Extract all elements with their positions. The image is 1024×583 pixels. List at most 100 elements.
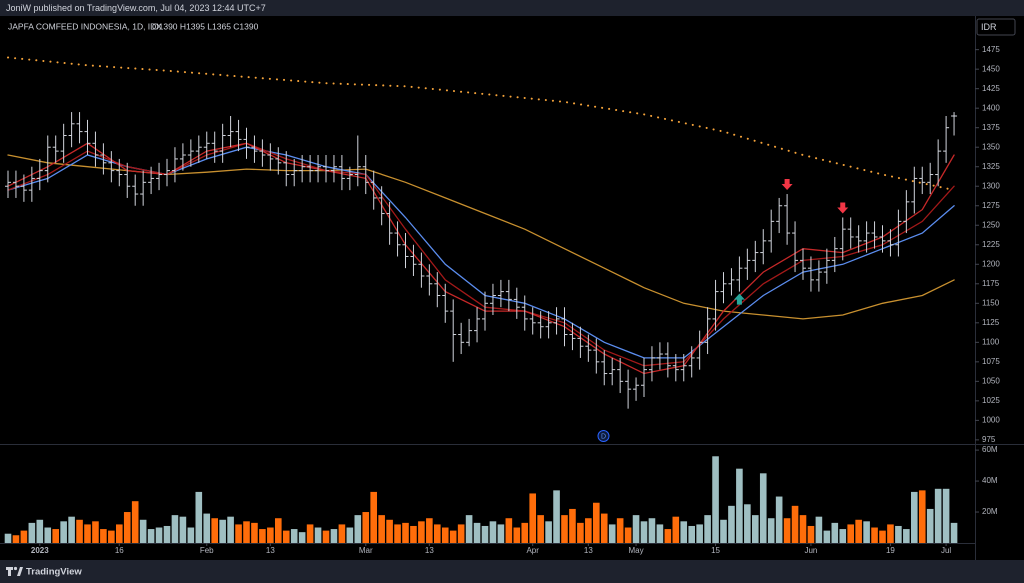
volume-bar (911, 491, 918, 543)
volume-bar (926, 508, 934, 543)
currency-label: IDR (981, 22, 997, 32)
y-tick-label: 1100 (982, 337, 1000, 346)
ohlc-bar (704, 307, 711, 355)
ohlc-bar (951, 112, 958, 136)
ohlc-bar (386, 201, 393, 245)
ohlc-bar (847, 217, 854, 249)
x-tick-label: 13 (425, 546, 434, 555)
ohlc-bar (402, 233, 409, 269)
x-tick-label: 2023 (31, 546, 49, 555)
volume-bar (879, 530, 886, 543)
volume-bar (354, 515, 362, 543)
y-tick-label: 1450 (982, 64, 1000, 73)
volume-bar (394, 524, 401, 543)
ohlc-bar (680, 354, 687, 382)
x-tick-label: Mar (359, 546, 373, 555)
y-tick-label: 1425 (982, 84, 1000, 93)
volume-bar (831, 522, 839, 543)
header-text: JoniW published on TradingView.com, Jul … (6, 3, 266, 13)
ohlc-bar (744, 248, 751, 280)
volume-bar (585, 518, 592, 543)
ohlc-bar (92, 131, 99, 167)
y-tick-label: 1400 (982, 103, 1000, 112)
ohlc-bar (760, 229, 767, 265)
volume-bar (12, 535, 20, 543)
ohlc-bar (291, 158, 298, 187)
ohlc-bar (815, 260, 822, 292)
volume-bar (139, 519, 147, 543)
ohlc-bar (497, 279, 504, 308)
chart-subtitle: O1390 H1395 L1365 C1390 (152, 21, 259, 31)
volume-bar (52, 529, 59, 543)
volume-bar (903, 529, 910, 543)
y-tick-label: 1050 (982, 376, 1000, 385)
volume-bar (505, 518, 513, 543)
volume-bar (410, 525, 417, 543)
svg-text:D: D (601, 433, 606, 440)
volume-bar (338, 524, 346, 543)
ohlc-bar (410, 244, 417, 276)
ohlc-bar (211, 131, 218, 163)
volume-bar (219, 519, 226, 543)
header-bar (0, 0, 1024, 16)
ohlc-bar (76, 112, 83, 144)
volume-bar (648, 518, 656, 543)
ohlc-bar (776, 197, 783, 234)
x-tick-label: Jun (804, 546, 817, 555)
volume-bar (68, 516, 75, 543)
volume-bar (950, 522, 958, 543)
volume-bar (147, 529, 155, 543)
ohlc-bar (346, 166, 353, 191)
volume-bar (712, 456, 719, 543)
ohlc-bar (489, 283, 496, 316)
buy-arrow (733, 293, 745, 305)
ohlc-bar (807, 256, 814, 292)
footer-text: TradingView (26, 567, 82, 578)
volume-bar (131, 501, 139, 543)
volume-bar (370, 491, 377, 543)
ohlc-bar (601, 350, 608, 386)
ohlc-bar (12, 170, 19, 198)
ohlc-bar (672, 354, 679, 382)
volume-bar (481, 525, 489, 543)
ohlc-bar (831, 236, 838, 273)
volume-bar (378, 515, 385, 543)
volume-bar (799, 515, 807, 543)
ohlc-bar (887, 229, 894, 257)
ohlc-bar (641, 357, 647, 397)
ohlc-bar (148, 166, 155, 195)
volume-bar (171, 515, 179, 543)
volume-bar (36, 519, 44, 543)
ohlc-bar (752, 240, 759, 273)
volume-tick-label: 20M (982, 507, 998, 516)
volume-bar (696, 524, 703, 543)
ohlc-bar (911, 166, 918, 214)
volume-bar (744, 504, 751, 543)
volume-bar (195, 491, 203, 543)
volume-bar (720, 519, 727, 543)
ohlc-bar (712, 279, 719, 331)
ohlc-bar (259, 139, 266, 167)
volume-tick-label: 60M (982, 445, 998, 454)
ohlc-bar (903, 190, 910, 234)
volume-bar (513, 527, 521, 543)
volume-bar (489, 521, 497, 543)
volume-bar (267, 527, 274, 543)
ohlc-bar (513, 287, 520, 319)
ohlc-bar (36, 158, 43, 191)
volume-bar (672, 516, 680, 543)
y-tick-label: 1325 (982, 162, 1000, 171)
volume-bar (426, 518, 433, 543)
ohlc-bar (370, 170, 377, 210)
x-tick-label: 13 (584, 546, 593, 555)
volume-bar (402, 522, 409, 543)
y-tick-label: 1150 (982, 298, 1000, 307)
volume-bar (624, 527, 632, 543)
y-tick-label: 975 (982, 435, 996, 444)
volume-bar (203, 513, 211, 543)
ohlc-bar (164, 158, 170, 187)
ohlc-bar (140, 170, 147, 206)
volume-bar (600, 513, 608, 543)
footer-bar (0, 560, 1024, 583)
